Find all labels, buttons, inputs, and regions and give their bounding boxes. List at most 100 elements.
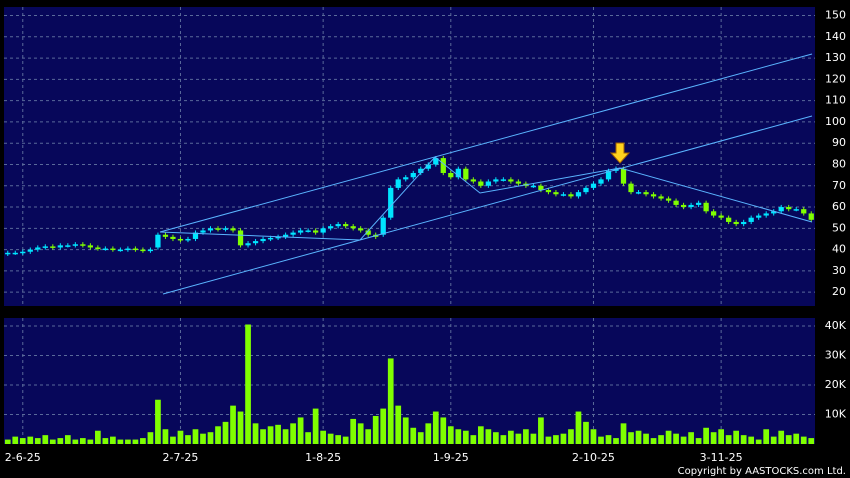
volume-bar: [125, 439, 131, 444]
volume-bar: [245, 324, 251, 444]
volume-bar: [162, 429, 169, 444]
volume-bar: [650, 438, 657, 444]
volume-bar: [312, 408, 319, 444]
volume-bar: [215, 426, 221, 444]
candle-body: [463, 168, 469, 180]
volume-bar: [267, 426, 274, 444]
volume-bar: [477, 426, 484, 444]
volume-bar: [493, 432, 499, 444]
volume-bar: [605, 435, 612, 444]
candle-body: [718, 215, 724, 218]
volume-bar: [785, 435, 792, 444]
volume-bar: [553, 435, 559, 444]
volume-bar: [57, 438, 64, 444]
volume-bar: [110, 436, 116, 444]
volume-bar: [260, 429, 266, 444]
candle-body: [57, 245, 63, 248]
candle-body: [403, 177, 409, 180]
candle-body: [42, 246, 48, 248]
volume-bar: [19, 438, 26, 444]
candle-body: [455, 168, 461, 178]
candle-body: [65, 245, 71, 247]
volume-bar: [725, 435, 732, 444]
candle-body: [538, 185, 544, 191]
x-tick-label: 2-7-25: [162, 451, 198, 464]
volume-tick-label: 20K: [825, 378, 847, 391]
volume-bar: [395, 405, 402, 444]
copyright: Copyright by AASTOCKS.com Ltd.: [678, 466, 846, 477]
trend-lines: [159, 53, 813, 295]
volume-bar: [87, 439, 94, 444]
candle-body: [726, 217, 732, 222]
volume-bar: [470, 435, 477, 444]
volume-bar: [485, 429, 492, 444]
volume-bar: [733, 430, 740, 444]
candle-body: [583, 187, 589, 193]
volume-bar: [530, 433, 537, 444]
channel-upper: [159, 53, 813, 233]
trend-zigzag: [159, 156, 813, 241]
volume-bar: [102, 438, 109, 444]
candle-body: [320, 228, 326, 233]
volume-bar: [523, 429, 529, 444]
volume-bar: [425, 423, 432, 444]
y-tick-label: 60: [832, 200, 846, 213]
volume-bar: [658, 435, 664, 444]
candle-body: [665, 198, 672, 201]
volume-bar: [665, 430, 672, 444]
candle-body: [635, 192, 642, 194]
volume-bar: [327, 433, 334, 444]
volume-bar: [808, 438, 815, 444]
volume-bar: [237, 411, 244, 444]
volume-bar: [778, 430, 785, 444]
volume-bar: [710, 432, 717, 444]
candle-body: [290, 232, 296, 235]
candle-body: [252, 241, 259, 244]
candle-body: [388, 187, 394, 218]
candle-body: [590, 183, 597, 188]
candle-body: [215, 228, 221, 230]
candle-body: [733, 221, 739, 225]
candle-body: [350, 226, 356, 229]
candle-body: [222, 228, 229, 230]
y-tick-label: 70: [832, 179, 846, 192]
marks: [4, 155, 815, 444]
volume-bar: [545, 436, 552, 444]
y-tick-label: 80: [832, 157, 846, 170]
volume-tick-label: 10K: [825, 407, 847, 420]
volume-bar: [440, 417, 447, 444]
volume-bar: [598, 436, 604, 444]
volume-bar: [583, 421, 589, 444]
candle-body: [237, 230, 244, 246]
volume-bar: [380, 408, 387, 444]
volume-bar: [500, 435, 507, 444]
volume-bar: [372, 415, 379, 444]
volume-tick-label: 30K: [825, 348, 847, 361]
y-tick-label: 140: [825, 30, 846, 43]
volume-bar: [455, 429, 462, 444]
volume-bar: [770, 436, 777, 444]
volume-bar: [79, 438, 86, 444]
candle-body: [27, 249, 33, 252]
candle-body: [410, 172, 416, 178]
volume-bar: [200, 433, 206, 444]
candle-body: [575, 192, 582, 197]
y-tick-label: 100: [825, 115, 846, 128]
candle-body: [598, 179, 604, 184]
volume-bar: [207, 432, 214, 444]
volume-bar: [508, 430, 514, 444]
volume-bar: [350, 418, 357, 444]
volume-bar: [335, 435, 342, 444]
volume-bar: [568, 429, 574, 444]
candle-body: [177, 238, 184, 241]
candle-body: [305, 230, 311, 232]
x-tick-label: 2-10-25: [572, 451, 615, 464]
candle-body: [560, 194, 567, 196]
candle-body: [380, 217, 386, 235]
candle-body: [12, 252, 18, 255]
candle-body: [485, 181, 491, 186]
volume-bar: [432, 411, 439, 444]
volume-bar: [590, 429, 597, 444]
volume-bar: [95, 430, 101, 444]
